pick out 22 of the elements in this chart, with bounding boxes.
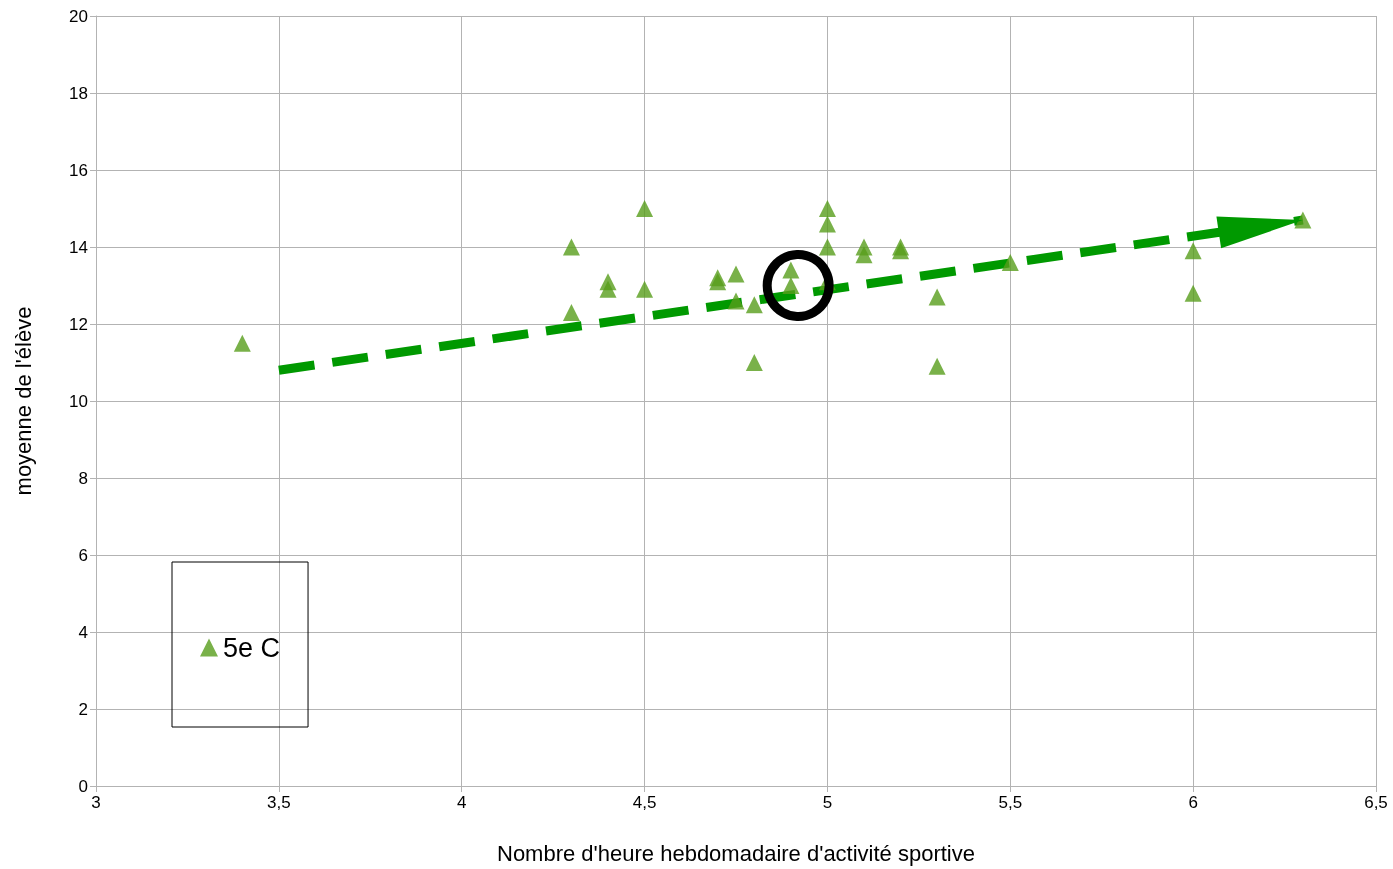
y-tick-label: 6 bbox=[78, 545, 88, 565]
legend-label: 5e C bbox=[223, 632, 281, 663]
x-tick-label: 3,5 bbox=[267, 793, 291, 812]
x-tick-label: 4,5 bbox=[632, 793, 657, 812]
x-tick-label: 6 bbox=[1188, 793, 1198, 812]
y-tick-label: 20 bbox=[69, 6, 88, 26]
x-tick-label: 5,5 bbox=[998, 793, 1023, 812]
y-tick-label: 8 bbox=[78, 468, 88, 488]
x-tick-label: 4 bbox=[456, 793, 467, 812]
y-tick-label: 16 bbox=[69, 160, 88, 180]
y-tick-label: 0 bbox=[78, 776, 88, 796]
x-axis-title: Nombre d'heure hebdomadaire d'activité sportive bbox=[497, 840, 975, 866]
y-tick-label: 12 bbox=[69, 314, 88, 334]
y-tick-label: 18 bbox=[69, 83, 88, 103]
y-tick-label: 4 bbox=[78, 622, 88, 642]
y-tick-label: 10 bbox=[69, 391, 88, 411]
y-axis-title: moyenne de l'élève bbox=[10, 306, 36, 496]
x-tick-label: 3 bbox=[91, 793, 101, 812]
x-tick-label: 6,5 bbox=[1364, 793, 1388, 812]
y-tick-label: 14 bbox=[69, 237, 88, 257]
x-tick-label: 5 bbox=[822, 793, 833, 812]
y-tick-label: 2 bbox=[78, 699, 88, 719]
